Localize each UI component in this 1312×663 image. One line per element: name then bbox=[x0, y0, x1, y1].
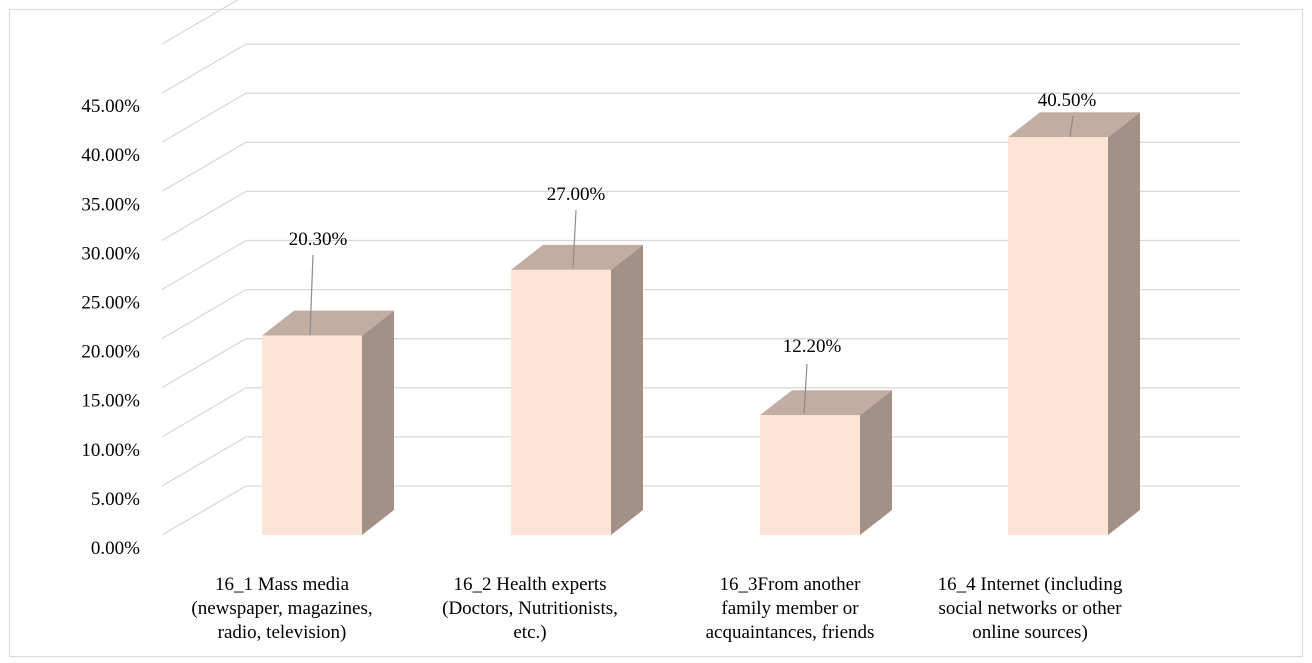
bar bbox=[1008, 112, 1140, 536]
gridline bbox=[161, 288, 1240, 340]
gridline bbox=[161, 338, 1240, 389]
y-tick-label: 40.00% bbox=[81, 145, 140, 166]
gridline bbox=[161, 239, 1240, 291]
y-tick-label: 0.00% bbox=[91, 538, 140, 559]
y-tick-label: 35.00% bbox=[81, 194, 140, 215]
data-label: 20.30% bbox=[289, 229, 348, 250]
bar-side bbox=[362, 310, 394, 535]
bar-front bbox=[1008, 137, 1108, 536]
bars bbox=[262, 112, 1140, 536]
gridline bbox=[161, 0, 239, 45]
bar-top bbox=[511, 244, 643, 270]
data-label: 27.00% bbox=[547, 184, 606, 205]
bar-front bbox=[262, 335, 362, 535]
leader-line bbox=[1069, 115, 1074, 138]
category-label: 16_4 Internet (including social networks … bbox=[938, 574, 1123, 643]
y-tick-label: 30.00% bbox=[81, 243, 140, 264]
gridline bbox=[161, 43, 1240, 94]
gridline bbox=[161, 141, 1240, 192]
bar bbox=[511, 244, 643, 536]
data-label: 40.50% bbox=[1038, 90, 1097, 111]
y-tick-label: 20.00% bbox=[81, 342, 140, 363]
bar-side bbox=[611, 244, 643, 536]
bar bbox=[760, 390, 892, 535]
data-labels: 20.30% 27.00% 12.20% 40.50% bbox=[289, 90, 1097, 415]
y-axis-tick-labels: 0.00% 5.00% 10.00% 15.00% 20.00% 25.00% 30.00%… bbox=[81, 96, 140, 559]
bar-top bbox=[1008, 112, 1140, 138]
gridline bbox=[161, 436, 1240, 487]
leader-line bbox=[803, 363, 808, 415]
gridline bbox=[161, 485, 1240, 536]
gridline bbox=[161, 190, 1240, 241]
category-label: 16_2 Health experts (Doctors, Nutritionis… bbox=[442, 574, 618, 643]
bar bbox=[262, 310, 394, 535]
category-label: 16_1 Mass media (newspaper, magazines, rad… bbox=[191, 574, 372, 643]
bar-side bbox=[1108, 112, 1140, 535]
y-tick-label: 5.00% bbox=[91, 489, 140, 510]
category-label: 16_3From another family member or acquaint… bbox=[706, 574, 875, 643]
leader-line bbox=[572, 209, 577, 269]
y-tick-label: 15.00% bbox=[81, 391, 140, 412]
y-tick-label: 25.00% bbox=[81, 293, 140, 314]
data-label: 12.20% bbox=[783, 336, 842, 357]
bar-side bbox=[860, 390, 892, 535]
gridlines bbox=[161, 0, 1240, 536]
bar-front bbox=[511, 269, 611, 535]
bar-front bbox=[760, 415, 860, 535]
bar-top bbox=[760, 390, 892, 416]
y-tick-label: 45.00% bbox=[81, 96, 140, 117]
bar-top bbox=[262, 310, 394, 336]
category-labels: 16_1 Mass media (newspaper, magazines, rad… bbox=[191, 574, 1122, 643]
leader-line bbox=[309, 254, 314, 336]
gridline bbox=[161, 92, 1240, 143]
y-tick-label: 10.00% bbox=[81, 440, 140, 461]
gridline bbox=[161, 387, 1240, 438]
